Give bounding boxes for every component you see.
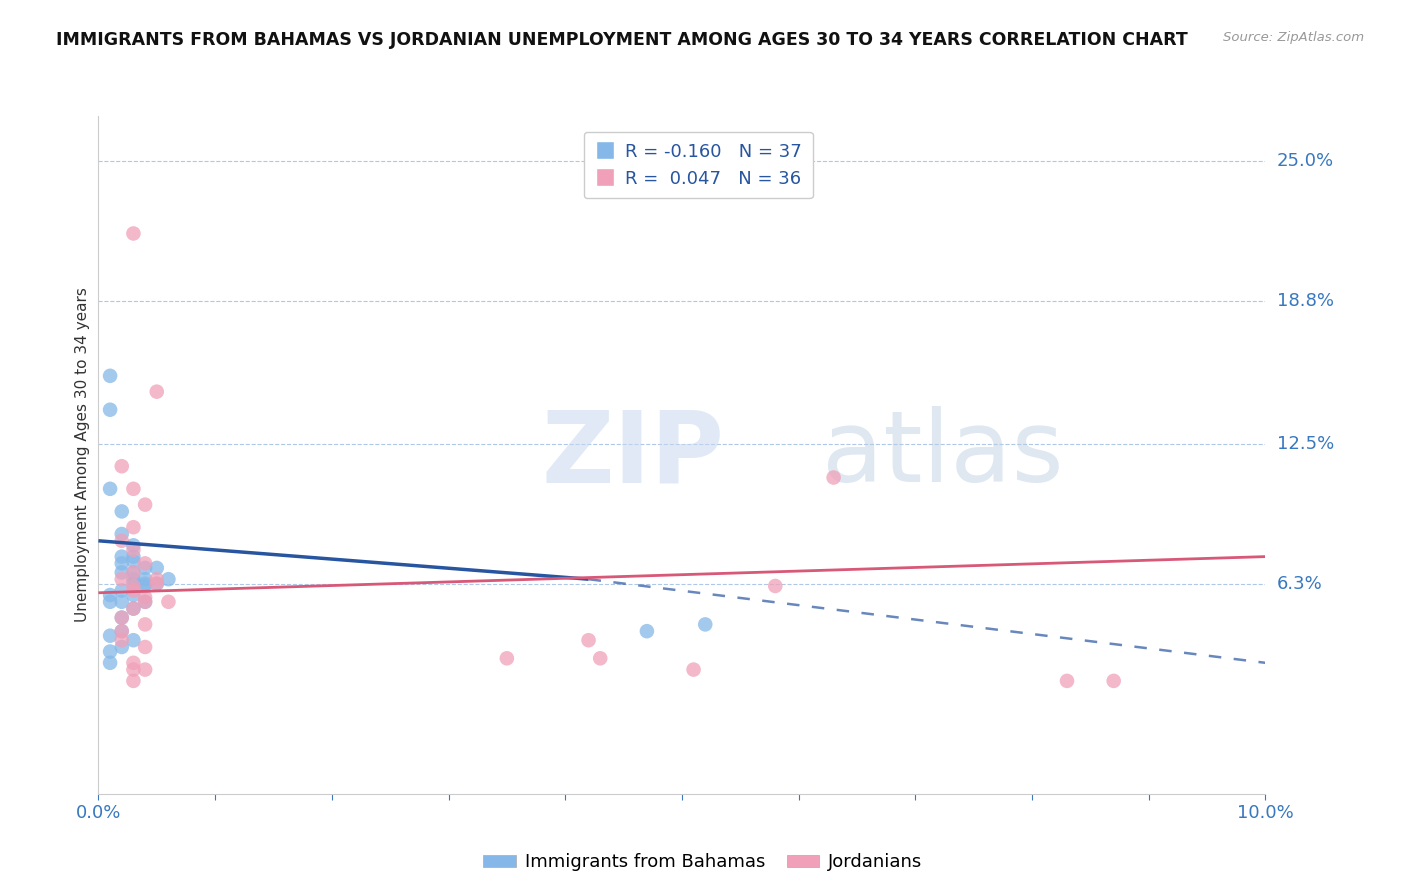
Point: [98, 656, 121, 670]
Text: 25.0%: 25.0%: [1277, 153, 1334, 170]
Point: [122, 554, 145, 568]
Point: [134, 595, 156, 609]
Point: [111, 459, 134, 474]
Point: [122, 663, 145, 677]
Text: 6.3%: 6.3%: [1277, 574, 1323, 592]
Point: [134, 498, 156, 512]
Point: [111, 549, 134, 564]
Text: 12.5%: 12.5%: [1277, 434, 1334, 452]
Point: [111, 633, 134, 648]
Point: [122, 656, 145, 670]
Point: [134, 572, 156, 586]
Point: [122, 566, 145, 580]
Point: [111, 504, 134, 518]
Point: [146, 572, 169, 586]
Text: ZIP: ZIP: [541, 407, 724, 503]
Legend: R = -0.160   N = 37, R =  0.047   N = 36: R = -0.160 N = 37, R = 0.047 N = 36: [583, 132, 813, 198]
Point: [122, 572, 145, 586]
Point: [122, 633, 145, 648]
Point: [98, 402, 121, 417]
Point: [763, 579, 786, 593]
Text: 18.8%: 18.8%: [1277, 293, 1334, 310]
Point: [134, 617, 156, 632]
Point: [157, 572, 180, 586]
Point: [98, 368, 121, 383]
Point: [122, 583, 145, 598]
Point: [1102, 673, 1125, 688]
Point: [122, 520, 145, 534]
Point: [134, 663, 156, 677]
Point: [636, 624, 658, 639]
Point: [98, 644, 121, 658]
Point: [134, 591, 156, 605]
Point: [122, 588, 145, 602]
Point: [134, 640, 156, 654]
Point: [157, 595, 180, 609]
Point: [134, 595, 156, 609]
Point: [111, 624, 134, 639]
Point: [134, 579, 156, 593]
Point: [111, 640, 134, 654]
Point: [98, 482, 121, 496]
Point: [111, 583, 134, 598]
Point: [122, 576, 145, 591]
Text: atlas: atlas: [823, 407, 1063, 503]
Point: [111, 533, 134, 548]
Point: [122, 601, 145, 615]
Point: [111, 624, 134, 639]
Point: [111, 572, 134, 586]
Point: [134, 557, 156, 571]
Point: [146, 576, 169, 591]
Point: [122, 538, 145, 552]
Point: [111, 566, 134, 580]
Point: [111, 610, 134, 624]
Point: [111, 527, 134, 541]
Point: [682, 663, 704, 677]
Point: [146, 561, 169, 575]
Point: [589, 651, 612, 665]
Point: [146, 384, 169, 399]
Legend: Immigrants from Bahamas, Jordanians: Immigrants from Bahamas, Jordanians: [477, 847, 929, 879]
Point: [98, 588, 121, 602]
Point: [98, 629, 121, 643]
Point: [122, 579, 145, 593]
Point: [134, 576, 156, 591]
Point: [122, 549, 145, 564]
Point: [122, 566, 145, 580]
Point: [578, 633, 600, 648]
Text: IMMIGRANTS FROM BAHAMAS VS JORDANIAN UNEMPLOYMENT AMONG AGES 30 TO 34 YEARS CORR: IMMIGRANTS FROM BAHAMAS VS JORDANIAN UNE…: [56, 31, 1188, 49]
Point: [111, 595, 134, 609]
Point: [122, 227, 145, 241]
Point: [146, 576, 169, 591]
Point: [122, 601, 145, 615]
Point: [134, 561, 156, 575]
Point: [111, 557, 134, 571]
Point: [122, 482, 145, 496]
Point: [1056, 673, 1078, 688]
Point: [122, 673, 145, 688]
Point: [695, 617, 717, 632]
Point: [98, 595, 121, 609]
Point: [495, 651, 517, 665]
Text: Source: ZipAtlas.com: Source: ZipAtlas.com: [1223, 31, 1364, 45]
Point: [122, 542, 145, 557]
Point: [823, 470, 845, 484]
Y-axis label: Unemployment Among Ages 30 to 34 years: Unemployment Among Ages 30 to 34 years: [75, 287, 90, 623]
Point: [111, 610, 134, 624]
